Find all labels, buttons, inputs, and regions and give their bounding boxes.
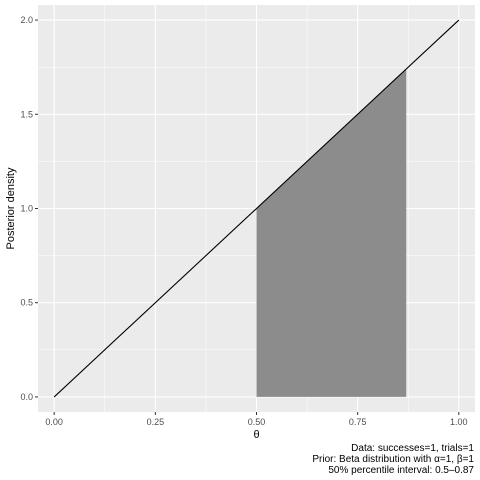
y-tick-label: 0.5	[20, 298, 33, 308]
y-tick-label: 1.5	[20, 109, 33, 119]
y-tick-label: 0.0	[20, 392, 33, 402]
x-tick-label: 0.25	[147, 417, 165, 427]
x-tick-label: 0.50	[248, 417, 266, 427]
caption-line-2: Prior: Beta distribution with α=1, β=1	[312, 454, 474, 465]
y-tick-label: 2.0	[20, 15, 33, 25]
x-tick-label: 1.00	[450, 417, 468, 427]
x-axis-ticks: 0.00 0.25 0.50 0.75 1.00	[45, 412, 468, 427]
shaded-interval-area	[256, 69, 407, 397]
posterior-density-line	[53, 19, 460, 398]
x-axis-title: θ	[253, 429, 259, 441]
caption-line-3: 50% percentile interval: 0.5–0.87	[328, 465, 474, 476]
y-axis-ticks: 0.0 0.5 1.0 1.5 2.0	[20, 15, 38, 402]
y-axis-title: Posterior density	[5, 167, 17, 249]
caption-line-1: Data: successes=1, trials=1	[351, 443, 474, 454]
x-tick-label: 0.00	[45, 417, 63, 427]
x-tick-label: 0.75	[349, 417, 367, 427]
y-tick-label: 1.0	[20, 204, 33, 214]
